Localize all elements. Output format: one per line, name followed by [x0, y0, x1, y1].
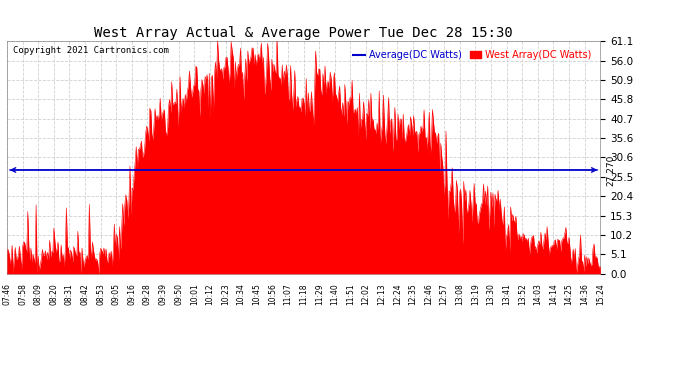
Text: 27.270: 27.270 — [0, 154, 1, 186]
Text: 27.270: 27.270 — [607, 154, 615, 186]
Text: Copyright 2021 Cartronics.com: Copyright 2021 Cartronics.com — [13, 46, 169, 55]
Title: West Array Actual & Average Power Tue Dec 28 15:30: West Array Actual & Average Power Tue De… — [95, 26, 513, 40]
Legend: Average(DC Watts), West Array(DC Watts): Average(DC Watts), West Array(DC Watts) — [350, 46, 595, 64]
